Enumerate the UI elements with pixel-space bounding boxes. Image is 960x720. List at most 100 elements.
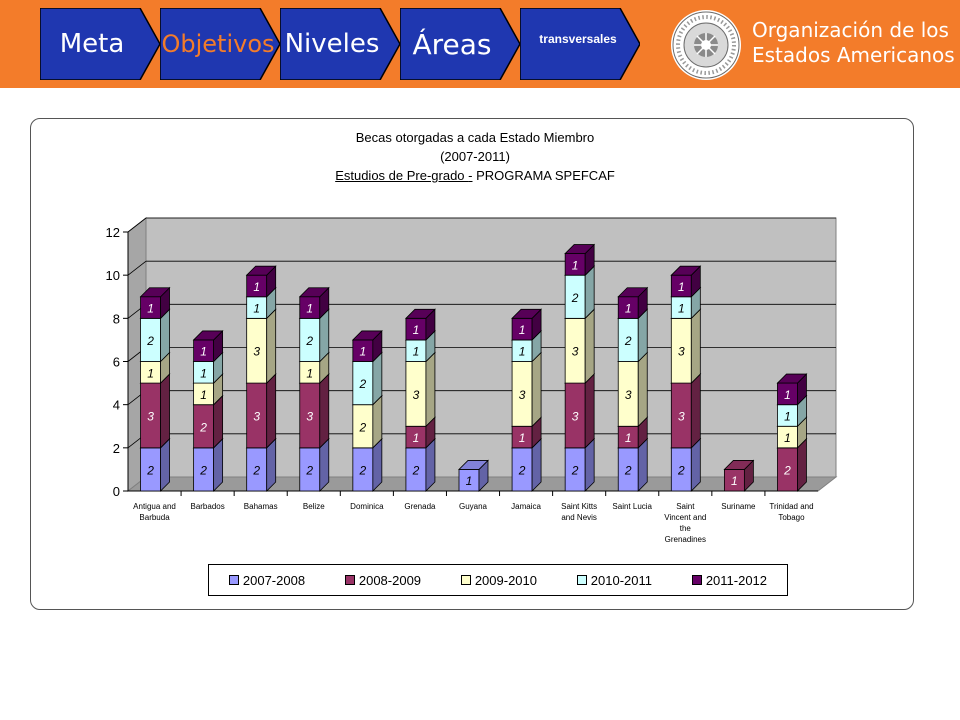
bar-value-label: 1 bbox=[200, 366, 207, 380]
legend-item: 2007-2008 bbox=[228, 572, 306, 588]
y-tick-label: 2 bbox=[113, 441, 120, 456]
bar-value-label: 1 bbox=[625, 431, 632, 445]
bar-value-label: 2 bbox=[783, 463, 791, 477]
y-tick-label: 10 bbox=[106, 268, 120, 283]
bar-segment bbox=[617, 351, 649, 428]
bar-segment bbox=[404, 351, 436, 428]
bar-segment bbox=[670, 308, 702, 385]
chart-title-program: PROGRAMA SPEFCAF bbox=[472, 168, 615, 183]
bar-segment bbox=[670, 373, 702, 449]
bar-value-label: 2 bbox=[359, 420, 367, 434]
bar-value-label: 1 bbox=[147, 366, 154, 380]
legend-label: 2007-2008 bbox=[242, 572, 306, 588]
bar-value-label: 3 bbox=[413, 388, 420, 402]
bar-value-label: 1 bbox=[678, 302, 685, 316]
x-category-label: Guyana bbox=[459, 502, 488, 511]
bar-value-label: 2 bbox=[146, 334, 154, 348]
bar-segment bbox=[298, 286, 330, 320]
bar-value-label: 2 bbox=[199, 463, 207, 477]
bar-value-label: 3 bbox=[253, 345, 260, 359]
nav-step-transversales[interactable]: transversales bbox=[520, 8, 640, 80]
y-tick-label: 8 bbox=[113, 311, 120, 326]
bar-value-label: 1 bbox=[625, 302, 632, 316]
bar-value-label: 2 bbox=[624, 334, 632, 348]
legend-label: 2011-2012 bbox=[705, 572, 768, 588]
bar-segment bbox=[723, 459, 755, 492]
organization-name: Organización de los Estados Americanos bbox=[752, 18, 955, 68]
nav-step-label: Niveles bbox=[284, 29, 380, 59]
bar-value-label: 2 bbox=[305, 463, 313, 477]
legend-swatch bbox=[344, 575, 355, 585]
bar-value-label: 2 bbox=[571, 463, 579, 477]
bar-value-label: 1 bbox=[678, 280, 685, 294]
legend-swatch bbox=[576, 575, 587, 585]
bar-value-label: 2 bbox=[677, 463, 685, 477]
bar-value-label: 1 bbox=[572, 258, 579, 272]
bar-value-label: 2 bbox=[305, 334, 313, 348]
bar-value-label: 1 bbox=[253, 302, 260, 316]
bar-value-label: 2 bbox=[571, 291, 579, 305]
bar-segment bbox=[192, 329, 224, 363]
chart-title-line1: Becas otorgadas a cada Estado Miembro bbox=[355, 130, 595, 145]
nav-step-label: Áreas bbox=[412, 27, 492, 61]
bar-value-label: 1 bbox=[413, 431, 420, 445]
organization-name-line1: Organización de los bbox=[752, 18, 949, 42]
legend-swatch bbox=[691, 575, 702, 585]
bar-value-label: 1 bbox=[784, 388, 791, 402]
bar-value-label: 2 bbox=[624, 463, 632, 477]
bar-segment bbox=[298, 373, 330, 449]
nav-step-label: Objetivos bbox=[161, 30, 275, 58]
chart-title-subtitle: Estudios de Pre-grado bbox=[335, 168, 469, 183]
bar-value-label: 3 bbox=[306, 409, 313, 423]
nav-step-objetivos[interactable]: Objetivos bbox=[160, 8, 280, 80]
bar-segment bbox=[670, 265, 702, 298]
legend-label: 2008-2009 bbox=[358, 572, 422, 588]
bar-value-label: 2 bbox=[199, 420, 207, 434]
bar-value-label: 3 bbox=[572, 345, 579, 359]
nav-step-areas[interactable]: Áreas bbox=[400, 8, 520, 80]
y-tick-label: 4 bbox=[113, 398, 120, 413]
x-category-label: Saint Vincent and the Grenadines bbox=[664, 502, 706, 544]
bar-value-label: 1 bbox=[200, 345, 207, 359]
bar-segment bbox=[245, 265, 277, 298]
nav-step-label: Meta bbox=[59, 29, 125, 59]
bar-value-label: 2 bbox=[252, 463, 260, 477]
bar-value-label: 1 bbox=[731, 474, 738, 488]
chart-title-dash: - bbox=[468, 168, 473, 183]
bar-segment bbox=[245, 308, 277, 385]
bar-segment bbox=[564, 243, 596, 277]
bar-value-label: 1 bbox=[147, 302, 154, 316]
bar-segment bbox=[617, 286, 649, 320]
x-category-label: Suriname bbox=[721, 502, 756, 511]
bar-value-label: 1 bbox=[360, 345, 367, 359]
bar-segment bbox=[511, 308, 543, 341]
bar-value-label: 1 bbox=[784, 431, 791, 445]
legend-label: 2010-2011 bbox=[590, 572, 653, 588]
legend-item: 2010-2011 bbox=[576, 572, 653, 588]
bar-segment bbox=[564, 373, 596, 449]
nav-step-meta[interactable]: Meta bbox=[40, 8, 160, 80]
legend-label: 2009-2010 bbox=[474, 572, 537, 588]
bar-value-label: 3 bbox=[678, 345, 685, 359]
gridline bbox=[127, 260, 147, 276]
bar-value-label: 2 bbox=[359, 377, 367, 391]
bar-segment bbox=[511, 351, 543, 428]
legend-item: 2008-2009 bbox=[344, 572, 422, 588]
bar-value-label: 1 bbox=[413, 323, 420, 337]
bar-value-label: 2 bbox=[359, 463, 367, 477]
bar-segment bbox=[139, 373, 171, 449]
y-tick-label: 12 bbox=[106, 225, 120, 240]
bar-segment bbox=[139, 286, 171, 320]
nav-step-label: transversales bbox=[539, 32, 617, 46]
x-category-label: Grenada bbox=[404, 502, 436, 511]
bar-value-label: 1 bbox=[519, 431, 526, 445]
chart-title-line2: (2007-2011) bbox=[440, 149, 510, 164]
legend-swatch bbox=[228, 575, 239, 585]
x-category-label: Saint Lucia bbox=[612, 502, 652, 511]
bar-segment bbox=[351, 329, 383, 363]
nav-step-niveles[interactable]: Niveles bbox=[280, 8, 400, 80]
x-category-label: Trinidad and Tobago bbox=[769, 502, 813, 522]
y-tick-label: 0 bbox=[113, 484, 120, 499]
bar-value-label: 1 bbox=[519, 323, 526, 337]
